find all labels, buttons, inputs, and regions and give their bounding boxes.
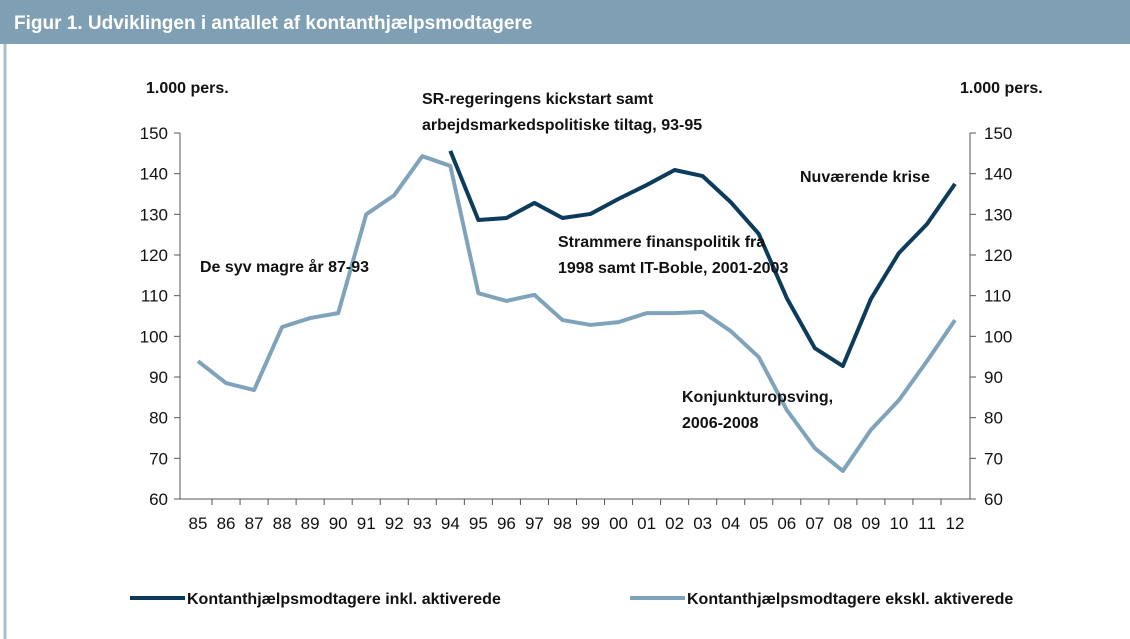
- y-axis-label: 1.000 pers.: [146, 80, 229, 97]
- x-tick-label: 87: [245, 514, 264, 533]
- legend-label: Kontanthjælpsmodtagere ekskl. aktiverede: [687, 591, 1013, 608]
- x-tick-label: 03: [693, 514, 712, 533]
- x-tick-label: 08: [833, 514, 852, 533]
- y-tick-label: 140: [140, 165, 168, 184]
- x-tick-label: 90: [329, 514, 348, 533]
- line-series: [196, 154, 957, 473]
- header-bar: [0, 0, 1130, 44]
- y2-tick-label: 150: [984, 124, 1012, 143]
- x-tick-label: 93: [413, 514, 432, 533]
- y-tick-label: 90: [149, 368, 168, 387]
- x-tick-label: 95: [469, 514, 488, 533]
- x-tick-label: 02: [665, 514, 684, 533]
- x-tick-label: 10: [889, 514, 908, 533]
- x-tick-label: 04: [721, 514, 740, 533]
- x-tick-label: 92: [385, 514, 404, 533]
- y2-tick-label: 90: [984, 368, 1003, 387]
- annotation: De syv magre år 87-93: [200, 258, 369, 276]
- y2-tick-label: 100: [984, 327, 1012, 346]
- line-series: [448, 150, 957, 369]
- x-tick-label: 00: [609, 514, 628, 533]
- y-tick-label: 150: [140, 124, 168, 143]
- y2-tick-label: 110: [984, 287, 1011, 306]
- x-tick-label: 97: [525, 514, 544, 533]
- y-tick-label: 80: [149, 409, 168, 428]
- y-tick-label: 60: [149, 490, 168, 509]
- x-tick-label: 94: [441, 514, 460, 533]
- x-tick-label: 09: [861, 514, 880, 533]
- x-tick-label: 01: [637, 514, 656, 533]
- legend-label: Kontanthjælpsmodtagere inkl. aktiverede: [187, 591, 501, 608]
- y-tick-label: 110: [141, 287, 168, 306]
- x-tick-label: 12: [946, 514, 965, 533]
- x-tick-label: 07: [805, 514, 824, 533]
- x-tick-label: 99: [581, 514, 600, 533]
- x-tick-label: 86: [217, 514, 236, 533]
- annotation: Nuværende krise: [800, 169, 930, 186]
- y2-tick-label: 140: [984, 165, 1012, 184]
- x-tick-label: 96: [497, 514, 516, 533]
- x-tick-label: 88: [273, 514, 292, 533]
- annotation: 1998 samt IT-Boble, 2001-2003: [558, 260, 788, 277]
- x-tick-label: 91: [357, 514, 376, 533]
- x-tick-label: 89: [301, 514, 320, 533]
- y-tick-label: 70: [149, 449, 168, 468]
- y-tick-label: 130: [140, 205, 168, 224]
- y2-tick-label: 60: [984, 490, 1003, 509]
- y2-axis-label: 1.000 pers.: [960, 80, 1043, 97]
- y2-tick-label: 120: [984, 246, 1012, 265]
- y2-tick-label: 130: [984, 205, 1012, 224]
- chart-title: Figur 1. Udviklingen i antallet af konta…: [14, 13, 532, 34]
- annotation: SR-regeringens kickstart samt: [422, 91, 654, 108]
- annotation: arbejdsmarkedspolitiske tiltag, 93-95: [422, 117, 702, 134]
- annotation: Strammere finanspolitik fra: [558, 234, 765, 251]
- annotation: Konjunkturopsving,: [682, 389, 833, 406]
- x-tick-label: 98: [553, 514, 572, 533]
- x-tick-label: 11: [918, 514, 936, 533]
- x-tick-label: 05: [749, 514, 768, 533]
- x-tick-label: 06: [777, 514, 796, 533]
- y2-tick-label: 80: [984, 409, 1003, 428]
- y-tick-label: 120: [140, 246, 168, 265]
- y2-tick-label: 70: [984, 449, 1003, 468]
- annotation: 2006-2008: [682, 415, 759, 432]
- x-tick-label: 85: [189, 514, 208, 533]
- y-tick-label: 100: [140, 327, 168, 346]
